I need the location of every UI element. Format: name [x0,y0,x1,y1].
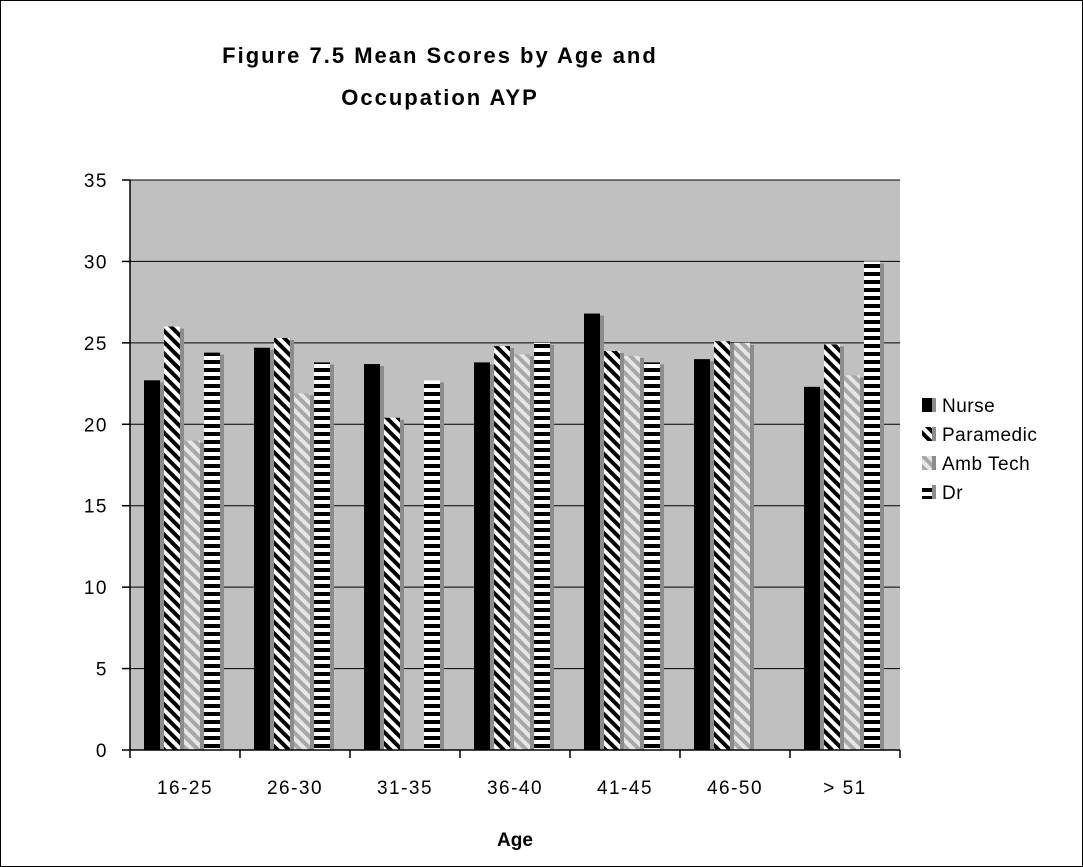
bar-shade [510,348,514,750]
bar-paramedic-3 [384,417,400,750]
bar-paramedic-6 [714,341,730,750]
bar-shade [490,364,494,750]
bar-nurse-2 [254,347,270,750]
bar-shade [860,377,864,750]
bar-dr-2 [314,362,330,750]
bar-shade [180,328,184,750]
x-tick-label: 41-45 [597,778,653,799]
x-tick-label: 26-30 [267,778,323,799]
bar-dr-3 [424,380,440,750]
axes [122,179,901,758]
bar-amb-tech-5 [624,355,640,750]
bar-paramedic-5 [604,351,620,750]
bar-shade [290,339,294,750]
legend-swatch-shade [932,485,936,499]
bar-shade [620,353,624,750]
y-tick-label: 30 [84,252,108,273]
x-tick-label: 36-40 [487,778,543,799]
y-tick-label: 5 [96,660,108,681]
bar-nurse-1 [144,380,160,750]
bar-nurse-3 [364,364,380,750]
legend-label: Dr [942,483,963,504]
x-tick-label: 16-25 [157,778,213,799]
x-tick-labels: 16-25 26-30 31-35 36-40 41-45 46-50 > 51 [157,778,867,799]
legend-label: Paramedic [942,425,1037,446]
y-tick-label: 10 [84,578,108,599]
bar-shade [440,382,444,750]
bar-paramedic-4 [494,346,510,750]
bar-shade [330,364,334,750]
bar-paramedic-7 [824,344,840,750]
bar-shade [550,344,554,750]
bar-shade [380,366,384,750]
bar-amb-tech-7 [844,375,860,750]
bar-nurse-4 [474,362,490,750]
legend-swatch-shade [932,456,936,470]
y-tick-label: 25 [84,334,108,355]
y-tick-labels: 0 5 10 15 20 25 30 35 [84,171,108,762]
bar-nurse-5 [584,313,600,750]
y-tick-label: 0 [96,741,108,762]
bar-dr-7 [864,261,880,750]
bar-amb-tech-6 [734,342,750,750]
bar-amb-tech-2 [294,393,310,750]
y-tick-label: 35 [84,171,108,192]
x-tick-label: 31-35 [377,778,433,799]
bars-group [144,261,884,750]
bar-shade [220,354,224,750]
bar-nurse-7 [804,386,820,750]
bar-shade [310,395,314,750]
bar-shade [270,349,274,750]
bar-shade [160,382,164,750]
chart-title-line1: Figure 7.5 Mean Scores by Age and [222,43,658,68]
bar-shade [640,357,644,750]
bar-shade [840,346,844,750]
x-tick-label: > 51 [823,778,867,799]
bar-shade [400,419,404,750]
bar-nurse-6 [694,359,710,750]
x-tick-label: 46-50 [707,778,763,799]
bar-shade [600,315,604,750]
bar-amb-tech-4 [514,354,530,750]
bar-shade [530,356,534,750]
legend: Nurse Paramedic Amb Tech Dr [922,396,1037,504]
y-tick-label: 20 [84,415,108,436]
bar-paramedic-2 [274,337,290,750]
y-tick-label: 15 [84,497,108,518]
bar-dr-1 [204,352,220,750]
x-axis-label: Age [497,830,533,851]
bar-shade [200,442,204,750]
bar-shade [750,344,754,750]
bar-shade [660,364,664,750]
legend-swatch-shade [932,427,936,441]
chart-title-line2: Occupation AYP [341,85,539,110]
legend-label: Amb Tech [942,454,1030,475]
bar-shade [730,343,734,750]
legend-label: Nurse [942,396,995,417]
bar-dr-4 [534,342,550,750]
bar-shade [820,388,824,750]
bar-shade [880,263,884,750]
bar-amb-tech-1 [184,440,200,750]
legend-swatch-shade [932,398,936,412]
bar-shade [710,361,714,750]
bar-dr-5 [644,362,660,750]
bar-paramedic-1 [164,326,180,750]
